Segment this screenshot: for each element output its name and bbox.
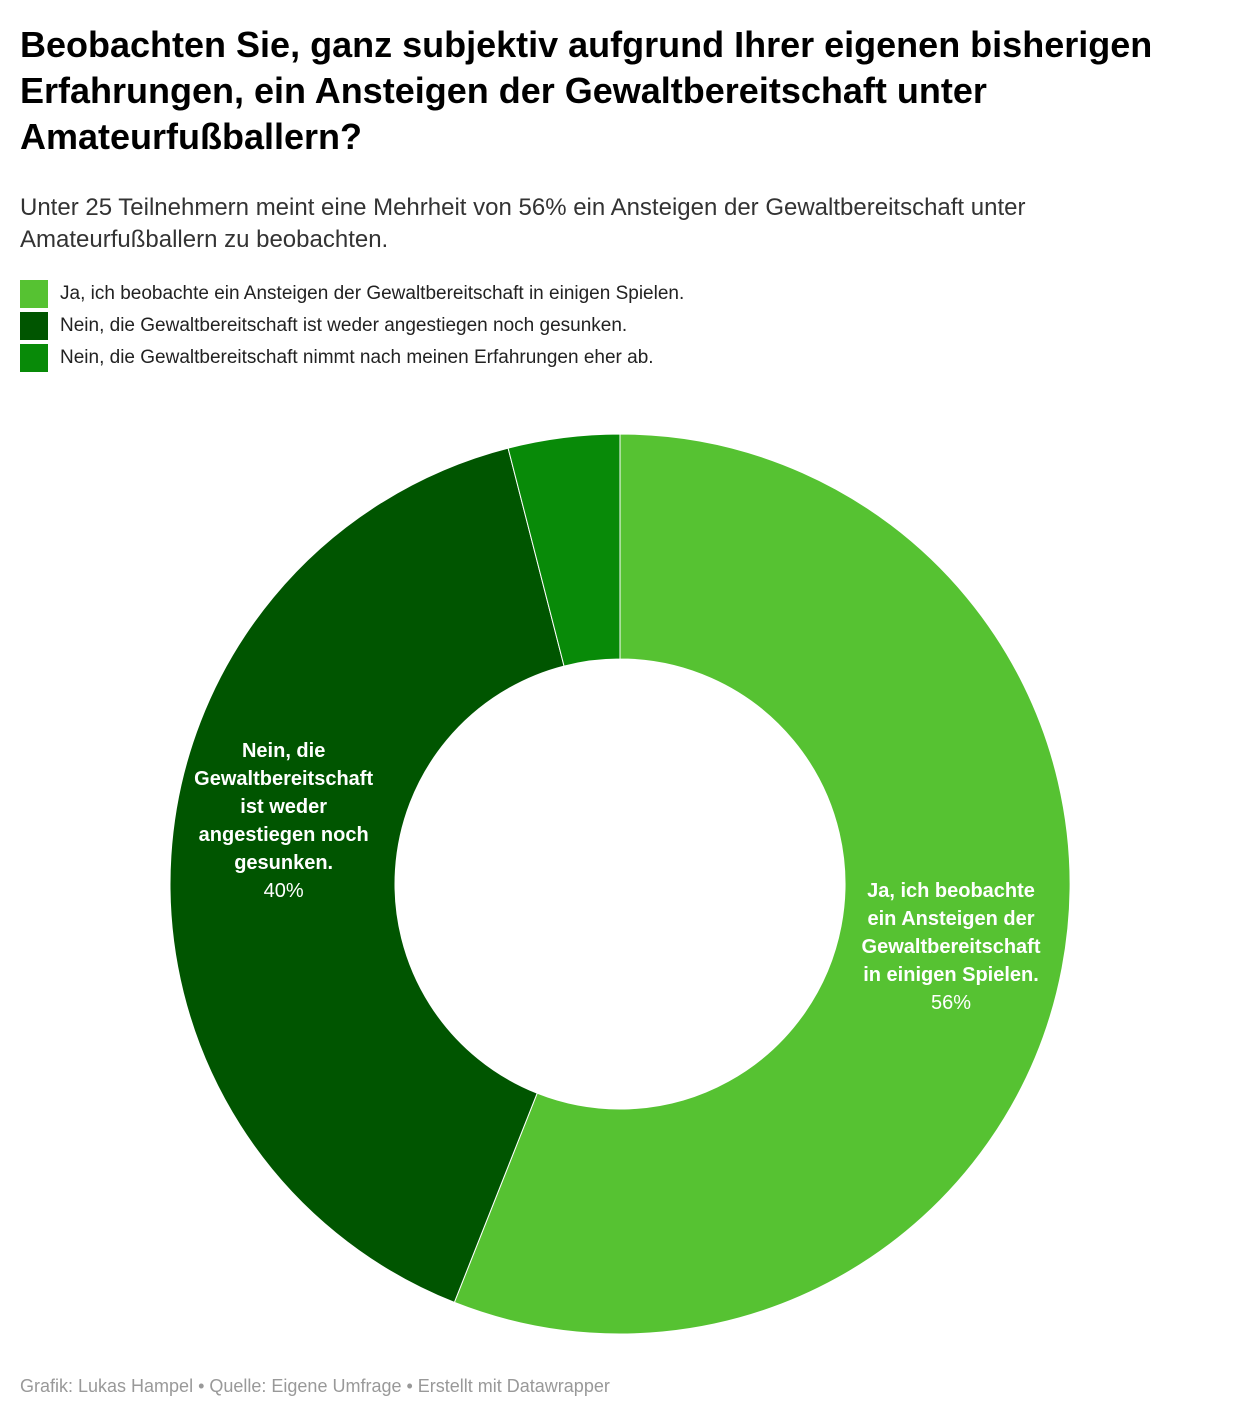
donut-slice <box>453 433 1071 1335</box>
legend: Ja, ich beobachte ein Ansteigen der Gewa… <box>20 278 684 374</box>
legend-label: Ja, ich beobachte ein Ansteigen der Gewa… <box>60 283 685 304</box>
slice-label-text: Ja, ich beobachte ein Ansteigen der Gewa… <box>861 880 1041 987</box>
legend-label: Nein, die Gewaltbereitschaft nimmt nach … <box>60 347 654 368</box>
footer-credits: Grafik: Lukas Hampel • Quelle: Eigene Um… <box>20 1376 610 1396</box>
legend-item: Nein, die Gewaltbereitschaft ist weder a… <box>20 310 684 342</box>
slice-value-label: 56% <box>930 992 972 1015</box>
legend-swatch <box>20 312 48 340</box>
slice-label-text: Nein, die Gewaltbereitschaft ist weder a… <box>194 739 374 874</box>
legend-swatch <box>20 280 48 308</box>
legend-label: Nein, die Gewaltbereitschaft ist weder a… <box>60 315 628 336</box>
legend-swatch <box>20 344 48 372</box>
legend-item: Nein, die Gewaltbereitschaft nimmt nach … <box>20 342 684 374</box>
donut-slice <box>169 447 565 1304</box>
legend-item: Ja, ich beobachte ein Ansteigen der Gewa… <box>20 278 684 310</box>
donut-slice <box>507 433 621 667</box>
slice-value-label: 40% <box>263 879 304 902</box>
slice-label: Ja, ich beobachte ein Ansteigen der Gewa… <box>862 877 1041 1017</box>
chart-title: Beobachten Sie, ganz subjektiv aufgrund … <box>20 24 1153 157</box>
slice-label: Nein, die Gewaltbereitschaft ist weder a… <box>194 737 373 905</box>
chart-subtitle: Unter 25 Teilnehmern meint eine Mehrheit… <box>20 194 1026 253</box>
